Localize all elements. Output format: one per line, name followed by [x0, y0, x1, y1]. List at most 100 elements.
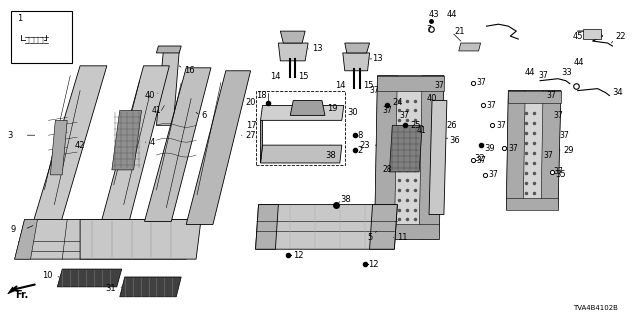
Text: 22: 22	[616, 32, 626, 41]
Text: 13: 13	[372, 54, 383, 63]
Text: 5: 5	[367, 233, 373, 242]
Text: Fr.: Fr.	[15, 290, 28, 300]
Polygon shape	[369, 204, 397, 249]
Text: 27: 27	[246, 131, 256, 140]
Polygon shape	[80, 220, 201, 224]
Text: 37: 37	[369, 86, 380, 95]
Polygon shape	[156, 51, 179, 125]
Text: 42: 42	[74, 140, 84, 150]
Polygon shape	[582, 29, 600, 39]
Text: 37: 37	[553, 111, 563, 120]
Text: 37: 37	[486, 101, 496, 110]
Polygon shape	[459, 43, 481, 51]
Polygon shape	[508, 91, 561, 102]
Text: 43: 43	[429, 10, 440, 19]
Polygon shape	[15, 220, 196, 259]
Text: 19: 19	[327, 104, 337, 113]
Text: 45: 45	[573, 32, 583, 41]
Text: 44: 44	[574, 58, 584, 67]
Polygon shape	[145, 68, 211, 221]
Polygon shape	[260, 106, 344, 120]
Text: 36: 36	[449, 136, 460, 145]
Polygon shape	[186, 71, 251, 224]
Text: 1: 1	[17, 14, 22, 23]
Text: 15: 15	[363, 81, 373, 90]
Text: 37: 37	[560, 131, 570, 140]
Text: 18: 18	[257, 91, 267, 100]
Polygon shape	[506, 198, 558, 210]
Polygon shape	[260, 120, 262, 163]
Text: 37: 37	[399, 111, 409, 120]
Text: 41: 41	[416, 126, 426, 135]
Polygon shape	[506, 91, 561, 210]
Text: 14: 14	[335, 81, 346, 90]
Text: 38: 38	[340, 195, 351, 204]
Text: 37: 37	[477, 156, 486, 164]
Text: 4: 4	[150, 138, 155, 147]
Polygon shape	[378, 76, 444, 91]
Polygon shape	[278, 43, 308, 61]
Text: 25: 25	[410, 121, 420, 130]
Text: 38: 38	[325, 150, 336, 160]
Text: 44: 44	[447, 10, 458, 19]
Text: 7: 7	[426, 25, 431, 34]
Text: 9: 9	[11, 225, 16, 234]
Text: 2: 2	[358, 146, 363, 155]
Polygon shape	[120, 277, 181, 297]
Polygon shape	[51, 120, 67, 175]
Text: 26: 26	[446, 121, 456, 130]
Text: 20: 20	[246, 98, 256, 107]
Polygon shape	[15, 220, 38, 259]
Polygon shape	[33, 66, 107, 224]
Text: 37: 37	[497, 121, 506, 130]
Text: 24: 24	[392, 98, 403, 107]
Text: 17: 17	[246, 121, 256, 130]
Polygon shape	[429, 100, 447, 214]
Text: 39: 39	[484, 144, 495, 153]
Polygon shape	[389, 125, 422, 172]
Text: TVA4B4102B: TVA4B4102B	[573, 305, 618, 311]
Polygon shape	[255, 204, 397, 249]
Bar	[11, 11, 72, 63]
Text: 37: 37	[383, 106, 392, 115]
Polygon shape	[58, 269, 122, 287]
Text: 33: 33	[561, 68, 572, 77]
Polygon shape	[541, 91, 561, 210]
Text: 16: 16	[184, 66, 195, 75]
Text: 3: 3	[8, 131, 13, 140]
Polygon shape	[374, 224, 439, 239]
Polygon shape	[343, 53, 369, 71]
Text: 29: 29	[564, 146, 574, 155]
Text: 15: 15	[298, 72, 308, 81]
Text: 37: 37	[477, 78, 486, 87]
Text: 10: 10	[42, 271, 53, 281]
Text: 8: 8	[358, 131, 363, 140]
Text: 13: 13	[312, 44, 323, 53]
Text: 21: 21	[455, 27, 465, 36]
Text: 23: 23	[360, 140, 371, 150]
Text: 11: 11	[397, 233, 408, 242]
Polygon shape	[80, 220, 201, 259]
Text: 12: 12	[369, 260, 379, 268]
Polygon shape	[280, 31, 305, 43]
Text: 40: 40	[145, 91, 155, 100]
Polygon shape	[112, 110, 141, 170]
Text: 37: 37	[546, 91, 556, 100]
Polygon shape	[345, 43, 369, 53]
Text: 37: 37	[543, 150, 553, 160]
Polygon shape	[506, 91, 525, 210]
Polygon shape	[374, 76, 397, 239]
Text: 28: 28	[383, 165, 392, 174]
Text: 34: 34	[612, 88, 623, 97]
Polygon shape	[291, 100, 325, 116]
Text: 14: 14	[271, 72, 281, 81]
Bar	[255, 91, 345, 165]
Text: 37: 37	[434, 81, 444, 90]
Polygon shape	[260, 145, 342, 163]
Text: 31: 31	[105, 284, 115, 293]
Text: 30: 30	[348, 108, 358, 117]
Text: 6: 6	[201, 111, 207, 120]
Text: 37: 37	[488, 170, 499, 180]
Polygon shape	[419, 76, 444, 239]
Polygon shape	[8, 287, 15, 294]
